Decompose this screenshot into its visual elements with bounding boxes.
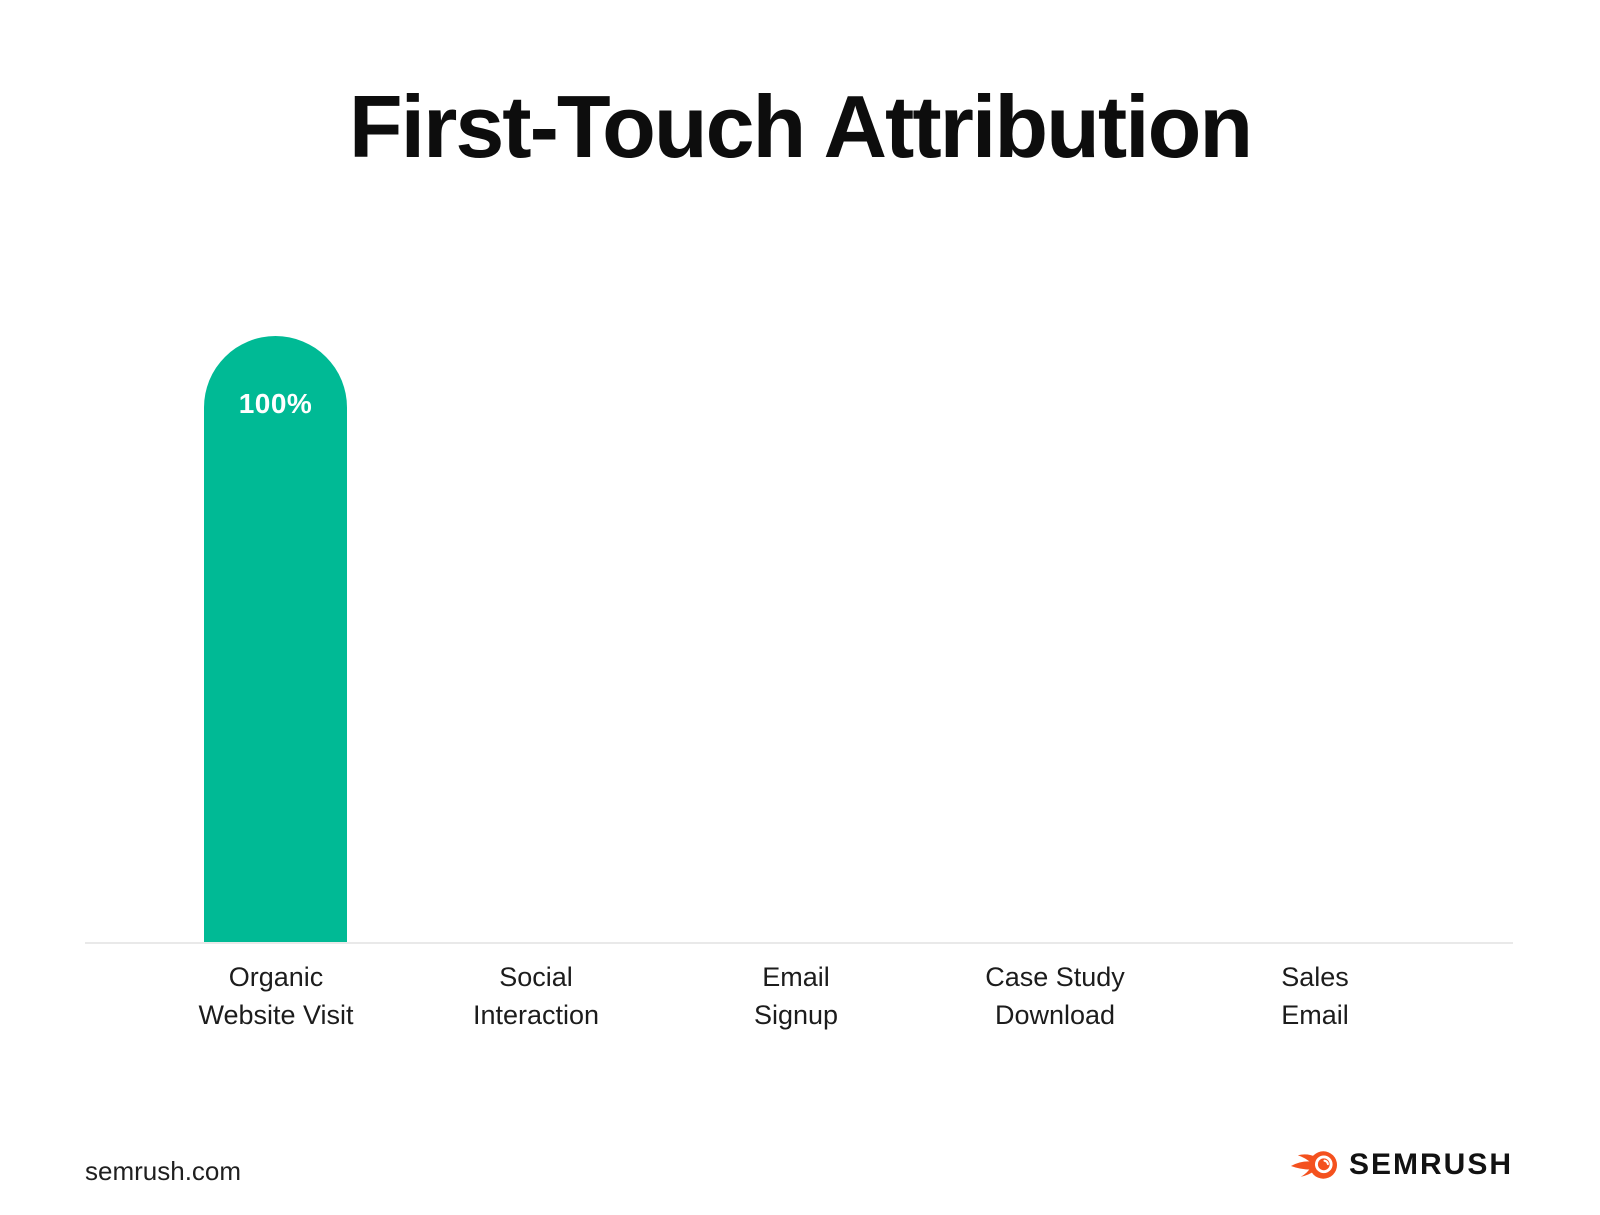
x-label-line: Signup <box>753 1000 839 1030</box>
x-label-email-signup: Email Signup <box>646 958 946 1034</box>
x-label-case-study-download: Case Study Download <box>905 958 1205 1034</box>
source-url: semrush.com <box>85 1156 242 1186</box>
x-label-organic-website-visit: Organic Website Visit <box>126 958 426 1034</box>
bar-value-label: 100% <box>238 388 313 419</box>
x-axis-labels: Organic Website Visit Social Interaction… <box>85 958 1513 1048</box>
x-label-sales-email: Sales Email <box>1165 958 1465 1034</box>
x-label-line: Download <box>994 1000 1116 1030</box>
x-label-line: Interaction <box>472 1000 600 1030</box>
plot-area: 100% <box>85 336 1513 944</box>
x-label-line: Email <box>1281 1000 1349 1030</box>
x-label-line: Social <box>499 962 573 992</box>
x-label-line: Email <box>762 962 830 992</box>
chart-title: First-Touch Attribution <box>348 77 1253 176</box>
semrush-fireball-icon <box>1290 1151 1338 1179</box>
x-label-line: Sales <box>1281 962 1349 992</box>
x-label-line: Organic <box>228 962 324 992</box>
semrush-wordmark: SEMRUSH <box>1348 1148 1513 1181</box>
x-label-line: Case Study <box>985 962 1125 992</box>
semrush-logo: SEMRUSH <box>1289 1148 1513 1182</box>
x-label-social-interaction: Social Interaction <box>386 958 686 1034</box>
x-label-line: Website Visit <box>198 1000 354 1030</box>
bar: 100% <box>204 336 347 942</box>
